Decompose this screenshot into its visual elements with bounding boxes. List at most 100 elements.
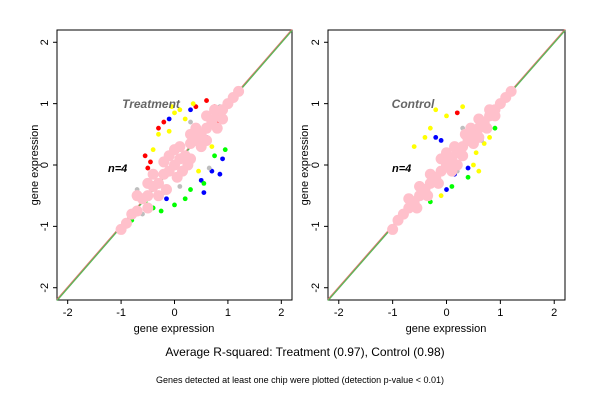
data-point <box>177 107 183 113</box>
x-axis-label: gene expression <box>406 323 487 335</box>
x-axis-ticks: -2 -1 0 1 2 <box>63 300 284 319</box>
data-point <box>142 177 154 189</box>
data-point <box>411 202 423 214</box>
data-point <box>161 119 167 125</box>
data-point <box>206 165 212 171</box>
data-point <box>505 85 517 97</box>
data-point <box>465 122 477 134</box>
data-point <box>217 113 229 125</box>
y-tick-label: -2 <box>39 283 51 293</box>
data-point <box>465 174 471 180</box>
data-points <box>115 85 245 235</box>
data-point <box>233 85 245 97</box>
data-point <box>177 184 183 189</box>
data-point <box>171 171 183 183</box>
data-point <box>449 141 461 153</box>
x-tick-label: -1 <box>116 307 126 319</box>
data-point <box>131 190 143 202</box>
data-point <box>411 144 417 149</box>
data-point <box>403 193 415 205</box>
y-axis-label: gene expression <box>29 125 41 206</box>
n-label: n=4 <box>108 163 127 175</box>
data-point <box>438 193 444 199</box>
data-point <box>471 162 476 168</box>
data-point <box>190 101 196 107</box>
data-point <box>188 187 193 192</box>
data-point <box>120 217 132 229</box>
data-point <box>152 190 164 202</box>
data-point <box>473 113 485 125</box>
r-squared-summary: Average R-squared: Treatment (0.97), Con… <box>165 345 444 359</box>
data-point <box>209 144 215 149</box>
data-point <box>424 168 436 180</box>
control-panel: -2 -1 0 1 2 -2 -1 0 1 2 Control n=4 gene express… <box>299 28 566 335</box>
data-point <box>188 119 193 125</box>
y-tick-label: -2 <box>310 283 322 293</box>
data-point <box>169 104 175 110</box>
data-point <box>201 134 213 146</box>
n-label: n=4 <box>392 163 411 175</box>
data-point <box>156 131 161 137</box>
data-point <box>454 110 460 116</box>
data-point <box>182 196 188 202</box>
data-point <box>217 171 223 177</box>
data-point <box>492 125 498 131</box>
data-point <box>427 125 433 131</box>
data-point <box>473 131 485 143</box>
data-point <box>166 128 172 134</box>
data-point <box>220 156 225 162</box>
data-point <box>387 223 399 235</box>
data-point <box>481 122 493 134</box>
data-point <box>152 177 164 189</box>
y-tick-label: -1 <box>310 221 322 231</box>
y-tick-label: 2 <box>39 39 51 45</box>
data-point <box>473 150 479 156</box>
x-tick-label: -2 <box>334 307 344 319</box>
data-point <box>196 168 201 174</box>
data-point <box>487 134 492 140</box>
data-point <box>131 205 143 217</box>
data-point <box>441 147 452 159</box>
data-point <box>172 202 177 208</box>
x-tick-label: 1 <box>225 307 231 319</box>
data-point <box>160 184 172 196</box>
data-point <box>433 107 439 113</box>
data-point <box>188 107 193 113</box>
x-axis-label: gene expression <box>134 323 215 335</box>
x-axis-ticks: -2 -1 0 1 2 <box>334 300 557 319</box>
data-point <box>465 165 471 171</box>
x-tick-label: 0 <box>171 307 177 319</box>
x-tick-label: -2 <box>63 307 73 319</box>
data-point <box>212 153 217 159</box>
data-point <box>169 144 180 156</box>
data-point <box>204 98 209 103</box>
data-point <box>457 150 469 162</box>
x-tick-label: 0 <box>443 307 449 319</box>
data-point <box>142 153 148 159</box>
data-points <box>387 85 517 235</box>
data-point <box>444 113 449 119</box>
data-point <box>201 190 207 196</box>
data-point <box>201 181 207 186</box>
y-axis-label: gene expression <box>299 125 311 206</box>
data-point <box>211 122 223 134</box>
y-tick-label: 2 <box>310 39 322 45</box>
x-tick-label: -1 <box>388 307 398 319</box>
data-point <box>158 156 170 168</box>
data-point <box>190 122 202 134</box>
data-point <box>422 190 434 202</box>
x-tick-label: 2 <box>278 307 284 319</box>
y-tick-label: 0 <box>310 162 322 168</box>
data-point <box>451 159 463 171</box>
data-point <box>432 177 444 189</box>
data-point <box>484 104 496 116</box>
data-point <box>414 180 426 192</box>
data-point <box>142 202 154 214</box>
x-tick-label: 1 <box>497 307 503 319</box>
y-tick-label: 1 <box>39 101 51 107</box>
data-point <box>145 165 151 171</box>
panel-title: Control <box>392 97 435 111</box>
data-point <box>172 110 177 116</box>
treatment-panel: -2 -1 0 1 2 -2 -1 0 1 2 Treatment n=4 gene expre… <box>29 28 293 335</box>
